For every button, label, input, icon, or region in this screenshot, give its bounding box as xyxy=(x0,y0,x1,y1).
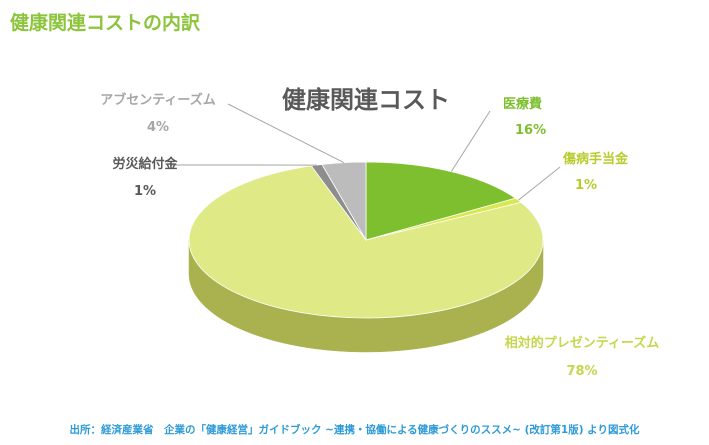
slice-labels: 医療費 16% 傷病手当金 1% 相対的プレゼンティーズム 78% 労災給付金 1% アブセンテ… xyxy=(100,92,659,379)
slice-value-4: 4% xyxy=(147,120,169,135)
slice-label-2: 相対的プレゼンティーズム xyxy=(505,335,660,351)
leader-lines xyxy=(169,103,561,201)
leader-line-0 xyxy=(450,110,491,172)
pie-chart: 医療費 16% 傷病手当金 1% 相対的プレゼンティーズム 78% 労災給付金 1% アブセンテ… xyxy=(100,86,659,379)
source-note: 出所：経済産業省 企業の「健康経営」ガイドブック ~連携・協働による健康づくりの… xyxy=(69,424,640,436)
slice-label-1: 傷病手当金 xyxy=(562,151,629,167)
pie-tops xyxy=(188,161,544,319)
slice-2 xyxy=(188,165,544,319)
slice-label-4: アブセンティーズム xyxy=(100,92,216,108)
slice-value-1: 1% xyxy=(575,178,597,193)
slide-title: 健康関連コストの内訳 xyxy=(10,12,201,34)
slice-value-2: 78% xyxy=(566,364,597,379)
slice-0 xyxy=(365,161,517,241)
leader-line-1 xyxy=(518,166,561,201)
slice-value-0: 16% xyxy=(515,123,546,138)
slice-label-3: 労災給付金 xyxy=(112,156,178,172)
slice-label-0: 医療費 xyxy=(503,96,542,112)
leader-line-4 xyxy=(227,103,345,164)
slice-value-3: 1% xyxy=(134,184,156,199)
chart-title: 健康関連コスト xyxy=(282,86,450,114)
slice-4 xyxy=(321,161,367,242)
